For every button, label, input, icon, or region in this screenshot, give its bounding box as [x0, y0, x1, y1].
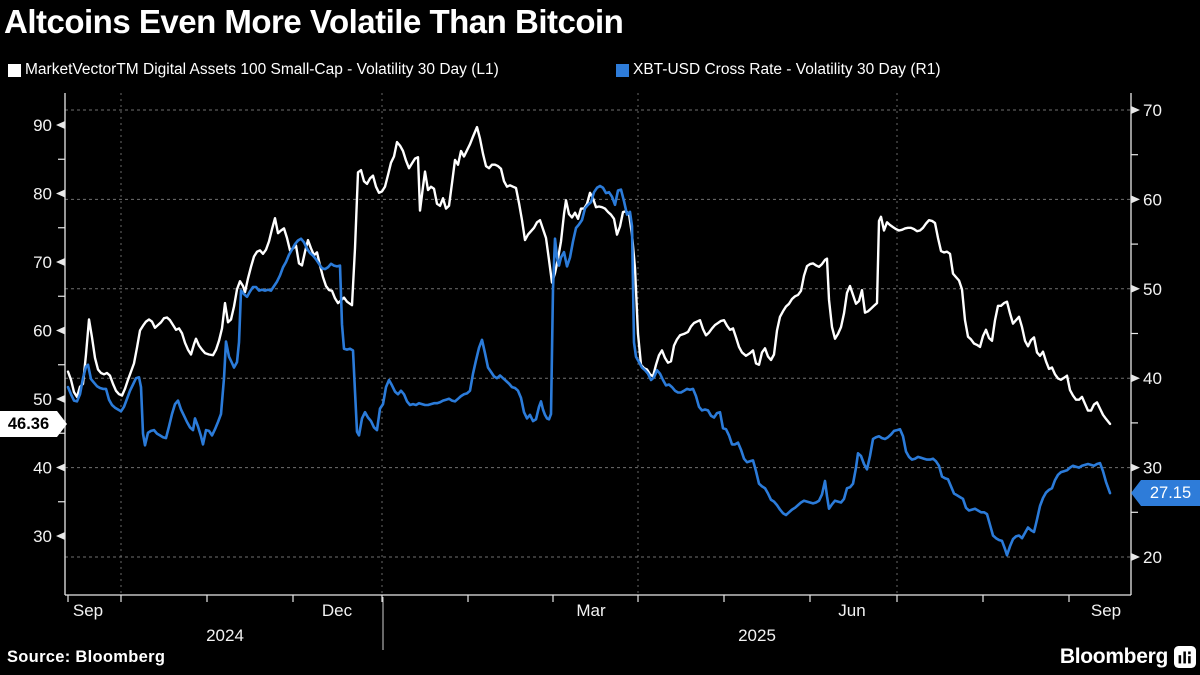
chart-title: Altcoins Even More Volatile Than Bitcoin [4, 3, 624, 40]
right-axis-tick-label: 30 [1143, 459, 1162, 478]
legend-item-smallcap: MarketVectorTM Digital Assets 100 Small-… [8, 61, 499, 79]
right-axis-tick-label: 70 [1143, 101, 1162, 120]
right-axis-tick-label: 60 [1143, 190, 1162, 209]
tag-arrow-left-icon [1131, 480, 1141, 507]
left-axis-tick-label: 70 [33, 253, 52, 272]
left-axis-tick-label: 40 [33, 459, 52, 478]
last-value-left: 46.36 [7, 414, 50, 433]
right-axis-tick-label: 50 [1143, 280, 1162, 299]
right-axis-tick-label: 20 [1143, 548, 1162, 567]
legend-swatch-white-icon [8, 63, 21, 77]
axis-labels: 90 80 70 60 50 40 30 70 60 50 40 30 20 Sep Dec Mar Jun Se… [33, 101, 1162, 645]
left-axis-tick-label: 30 [33, 527, 52, 546]
axes [56, 93, 1140, 650]
series-line-xbt [66, 184, 1112, 557]
left-axis-tick-label: 80 [33, 185, 52, 204]
legend-item-xbt: XBT-USD Cross Rate - Volatility 30 Day (… [616, 61, 941, 79]
x-axis-month-label: Dec [322, 601, 353, 620]
x-axis-month-label: Jun [838, 601, 865, 620]
last-value-tag-right: 27.15 [1131, 480, 1200, 507]
left-axis-tick-label: 50 [33, 390, 52, 409]
bloomberg-terminal-icon [1174, 646, 1196, 668]
bloomberg-wordmark: Bloomberg [1059, 645, 1168, 668]
tag-arrow-right-icon [57, 410, 67, 437]
left-axis-tick-label: 90 [33, 116, 52, 135]
legend-label-smallcap: MarketVectorTM Digital Assets 100 Small-… [25, 61, 499, 78]
legend-label-xbt: XBT-USD Cross Rate - Volatility 30 Day (… [633, 61, 941, 78]
series-line-smallcap [66, 125, 1112, 426]
source-label: Source: Bloomberg [7, 648, 166, 666]
x-axis-year-label: 2024 [206, 626, 244, 645]
gridlines [65, 93, 1131, 595]
x-axis-year-label: 2025 [738, 626, 776, 645]
series-lines [66, 125, 1112, 557]
left-axis-tick-label: 60 [33, 322, 52, 341]
legend-swatch-blue-icon [616, 63, 629, 77]
last-value-right: 27.15 [1149, 484, 1192, 503]
right-axis-tick-label: 40 [1143, 369, 1162, 388]
legend: MarketVectorTM Digital Assets 100 Small-… [8, 61, 1198, 79]
x-axis-month-label: Sep [73, 601, 103, 620]
bloomberg-logo: Bloomberg [1060, 645, 1196, 669]
x-axis-month-label: Sep [1091, 601, 1121, 620]
x-axis-month-label: Mar [576, 601, 606, 620]
last-value-tag-left: 46.36 [0, 410, 67, 437]
